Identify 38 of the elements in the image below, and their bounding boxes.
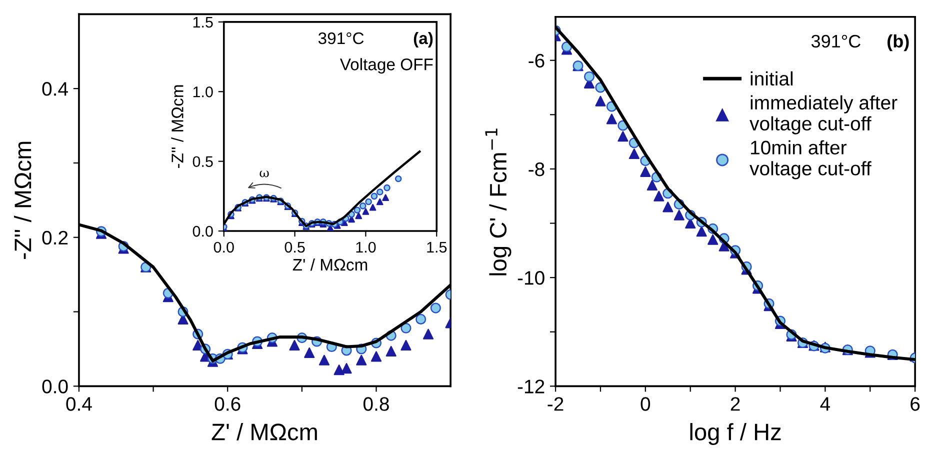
y-tick-label: 0.5: [192, 156, 213, 168]
annotation: (b): [888, 34, 909, 52]
annotation: 391°C: [811, 34, 860, 48]
x-tick-label: 0.0: [214, 242, 234, 253]
legend-label: 10min after voltage cut-off: [750, 140, 872, 180]
x-tick-label: 1.5: [427, 242, 447, 253]
y-tick-label: -10: [518, 271, 544, 285]
y-tick-label: 1.5: [193, 16, 213, 28]
x-tick-label: 1.0: [356, 242, 376, 253]
y-tick-label: -8: [528, 162, 544, 176]
x-tick-label: 6: [910, 397, 920, 411]
legend-label: initial: [750, 71, 793, 86]
y-tick-label: -6: [528, 54, 544, 68]
annotation: 391°C: [318, 32, 364, 44]
y-axis-title: -Z'' / MΩcm: [171, 85, 184, 168]
annotation: (a): [414, 32, 433, 48]
x-tick-label: 0.4: [66, 397, 92, 411]
x-tick-label: -2: [548, 397, 564, 411]
x-tick-label: 2: [730, 397, 740, 411]
y-tick-label: 1.0: [193, 86, 213, 98]
x-axis-title: log f / Hz: [690, 423, 781, 446]
x-axis-title: Z' / MΩcm: [292, 258, 368, 271]
x-tick-label: 0.5: [284, 242, 305, 253]
y-axis-title: log C' / Fcm$^{−1}$: [485, 128, 512, 276]
y-tick-label: 0.0: [192, 226, 213, 237]
x-tick-label: 0: [640, 397, 650, 411]
annotation: ω: [260, 170, 269, 178]
x-tick-label: 0.8: [363, 397, 389, 411]
x-axis-title: Z' / MΩcm: [212, 423, 317, 440]
legend-label: immediately after voltage cut-off: [750, 95, 898, 134]
x-tick-label: 0.6: [214, 397, 240, 411]
y-axis-title: -Z'' / MΩcm: [14, 142, 32, 259]
y-tick-label: 0.0: [42, 380, 68, 394]
y-tick-label: -12: [518, 380, 544, 394]
y-tick-label: 0.4: [42, 82, 68, 96]
y-tick-label: 0.2: [42, 230, 68, 245]
annotation: Voltage OFF: [340, 58, 433, 74]
x-tick-label: 4: [820, 397, 830, 411]
